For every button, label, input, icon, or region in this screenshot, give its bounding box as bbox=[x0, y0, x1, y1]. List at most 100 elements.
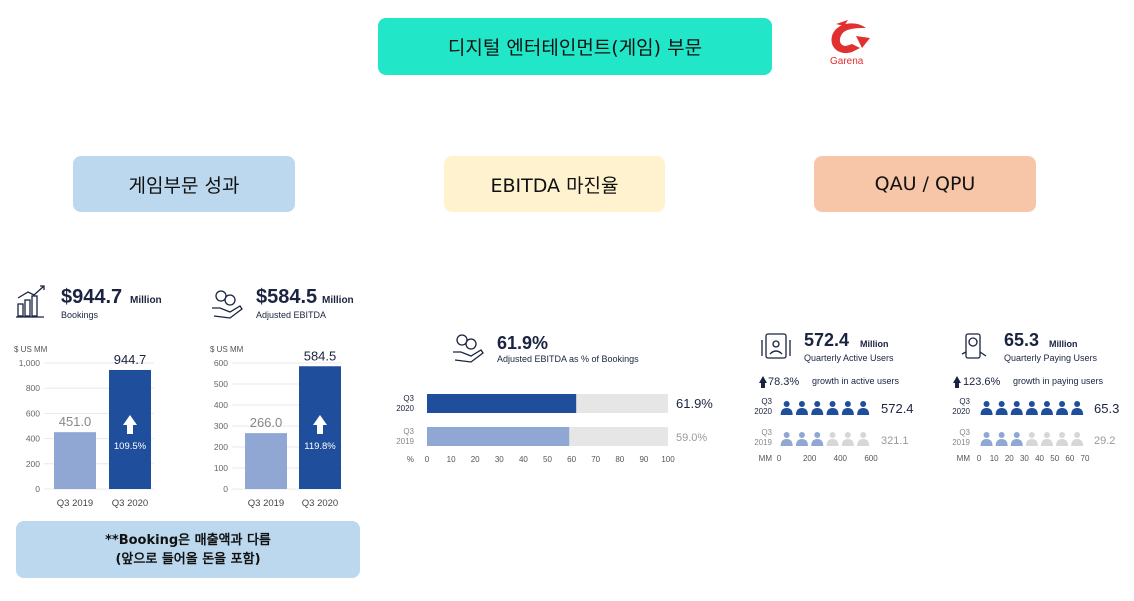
x-tick-label: 70 bbox=[591, 455, 600, 464]
x-tick-label: Q3 2020 bbox=[112, 498, 148, 509]
person-icon-body bbox=[811, 439, 824, 446]
x-tick-label: 40 bbox=[1035, 454, 1044, 463]
person-icon-body bbox=[980, 408, 993, 415]
person-icon-body bbox=[1071, 439, 1084, 446]
qau-label: Quarterly Active Users bbox=[804, 353, 894, 363]
person-icon-head bbox=[783, 432, 790, 438]
y-tick-label: 600 bbox=[26, 408, 40, 418]
person-icon-head bbox=[814, 401, 821, 407]
y-tick-label: 2019 bbox=[754, 438, 772, 447]
x-tick-label: 50 bbox=[543, 455, 552, 464]
up-arrow-icon bbox=[759, 376, 767, 388]
up-arrow-icon bbox=[953, 376, 961, 388]
y-tick-label: 200 bbox=[26, 459, 40, 469]
bar-value-label: 61.9% bbox=[676, 396, 713, 411]
ebitda-bar-chart: 0 100 200 300 400 500 600 266.0 Q3 2019 584.5 Q3 2… bbox=[214, 348, 342, 509]
ebitda-y-unit: $ US MM bbox=[210, 345, 244, 354]
person-icon-head bbox=[1013, 432, 1020, 438]
qpu-kpi: 65.3 Million Quarterly Paying Users 123.… bbox=[953, 330, 1104, 388]
person-icon-body bbox=[857, 439, 870, 446]
bar-value-label: 944.7 bbox=[114, 352, 147, 367]
person-icon-head bbox=[798, 432, 805, 438]
y-tick-label: 2019 bbox=[396, 437, 414, 446]
qpu-growth-text: growth in paying users bbox=[1013, 376, 1104, 386]
qpu-value: 65.3 bbox=[1004, 330, 1039, 350]
x-axis-unit: MM bbox=[759, 454, 773, 463]
person-icon-body bbox=[1025, 439, 1038, 446]
bar-value-label: 59.0% bbox=[676, 432, 707, 444]
person-icon-body bbox=[826, 439, 839, 446]
margin-value: 61.9% bbox=[497, 333, 548, 353]
person-icon-body bbox=[841, 408, 854, 415]
y-tick-label: 800 bbox=[26, 383, 40, 393]
section-qau-qpu: QAU / QPU bbox=[814, 156, 1036, 212]
person-icon-body bbox=[980, 439, 993, 446]
qpu-label: Quarterly Paying Users bbox=[1004, 353, 1098, 363]
bookings-value: $944.7 bbox=[61, 286, 122, 308]
qau-growth-text: growth in active users bbox=[812, 376, 900, 386]
x-tick-label: Q3 2019 bbox=[248, 498, 284, 509]
x-tick-label: 80 bbox=[615, 455, 624, 464]
person-icon-body bbox=[1025, 408, 1038, 415]
bar-value-label: 584.5 bbox=[304, 348, 337, 363]
person-icon-body bbox=[780, 439, 793, 446]
x-tick-label: 200 bbox=[803, 454, 817, 463]
adj-ebitda-kpi: $584.5 Million Adjusted EBITDA bbox=[212, 286, 354, 320]
bar-q3-2020 bbox=[427, 394, 577, 413]
qpu-growth-value: 123.6% bbox=[963, 376, 1001, 388]
x-tick-label: Q3 2019 bbox=[57, 498, 93, 509]
y-tick-label: 2020 bbox=[754, 407, 772, 416]
x-tick-label: 0 bbox=[977, 454, 982, 463]
x-tick-label: 60 bbox=[1065, 454, 1074, 463]
x-axis-unit: MM bbox=[957, 454, 971, 463]
qau-value: 572.4 bbox=[804, 330, 849, 350]
y-tick-label: 1,000 bbox=[19, 358, 41, 368]
qau-kpi: 572.4 Million Quarterly Active Users 78.… bbox=[759, 330, 900, 388]
y-tick-label: Q3 bbox=[761, 397, 772, 406]
section-ebitda-margin: EBITDA 마진율 bbox=[444, 156, 665, 212]
x-tick-label: 30 bbox=[1020, 454, 1029, 463]
up-arrow-icon bbox=[313, 415, 327, 434]
booking-note-line1: **Booking은 매출액과 다름 bbox=[105, 532, 271, 548]
garena-logo-text: Garena bbox=[830, 56, 864, 67]
x-tick-label: 400 bbox=[834, 454, 848, 463]
person-icon-head bbox=[998, 401, 1005, 407]
x-tick-label: 100 bbox=[661, 455, 675, 464]
y-tick-label: Q3 bbox=[959, 397, 970, 406]
bar-value-label: 266.0 bbox=[250, 415, 283, 430]
y-tick-label: Q3 bbox=[403, 394, 414, 403]
person-icon-head bbox=[1074, 432, 1081, 438]
money-hand-icon bbox=[212, 290, 243, 319]
person-icon-body bbox=[826, 408, 839, 415]
bar-value-label: 451.0 bbox=[59, 414, 92, 429]
adj-ebitda-unit: Million bbox=[322, 295, 354, 306]
person-icon-body bbox=[1040, 408, 1053, 415]
adj-ebitda-value: $584.5 bbox=[256, 286, 317, 308]
bar-value-label: 65.3 bbox=[1094, 401, 1119, 416]
person-icon-head bbox=[829, 432, 836, 438]
person-icon-head bbox=[998, 432, 1005, 438]
person-icon-body bbox=[1056, 439, 1069, 446]
person-icon-head bbox=[1013, 401, 1020, 407]
qau-growth-value: 78.3% bbox=[768, 376, 799, 388]
person-icon-head bbox=[1043, 401, 1050, 407]
bookings-y-unit: $ US MM bbox=[14, 345, 48, 354]
booking-note-line2: (앞으로 들어올 돈을 포함) bbox=[115, 551, 261, 567]
phone-payment-icon bbox=[961, 333, 987, 359]
y-tick-label: 2020 bbox=[396, 404, 414, 413]
x-tick-label: Q3 2020 bbox=[302, 498, 338, 509]
person-icon-head bbox=[844, 401, 851, 407]
x-tick-label: 30 bbox=[495, 455, 504, 464]
y-tick-label: 200 bbox=[214, 442, 228, 452]
person-icon-body bbox=[1056, 408, 1069, 415]
money-hand-icon bbox=[453, 334, 484, 363]
bookings-bar-chart: 0 200 400 600 800 1,000 451.0 Q3 2019 944.7 Q3 20… bbox=[19, 352, 154, 509]
y-tick-label: 400 bbox=[214, 400, 228, 410]
person-icon-body bbox=[1040, 439, 1053, 446]
section-performance: 게임부문 성과 bbox=[73, 156, 295, 212]
x-tick-label: 20 bbox=[471, 455, 480, 464]
tablet-users-icon bbox=[761, 333, 791, 359]
bookings-unit: Million bbox=[130, 295, 162, 306]
person-icon-head bbox=[783, 401, 790, 407]
